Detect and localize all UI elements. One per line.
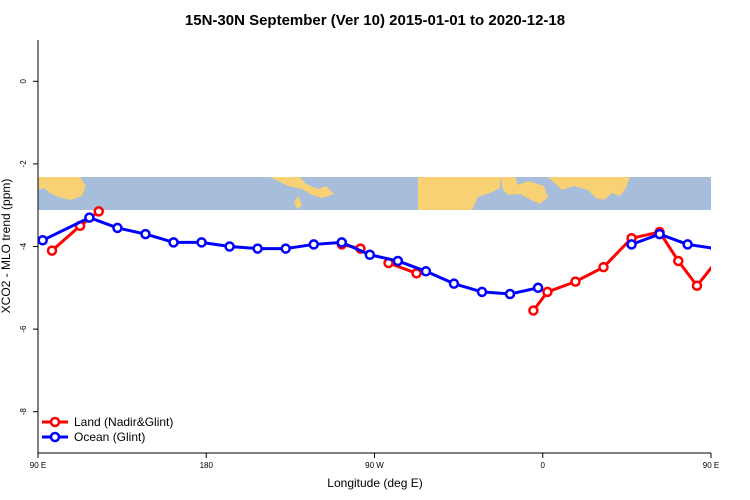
x-tick-label: 180 (200, 461, 214, 470)
legend-label-land: Land (Nadir&Glint) (74, 415, 173, 429)
data-point (476, 286, 488, 298)
series-line (631, 232, 711, 250)
y-tick-label: -8 (19, 408, 28, 416)
legend-marker-ocean (49, 431, 61, 443)
data-point (721, 247, 729, 255)
legend-item-ocean: Ocean (Glint) (42, 430, 145, 444)
chart-title: 15N-30N September (Ver 10) 2015-01-01 to… (185, 12, 565, 29)
data-point (528, 305, 539, 316)
data-point (224, 241, 235, 252)
x-tick-label: 90 E (30, 461, 46, 470)
data-point (168, 237, 179, 248)
data-point (252, 243, 263, 254)
data-point (542, 286, 553, 298)
data-point (112, 222, 123, 234)
y-tick-label: 0 (19, 79, 28, 84)
legend-marker-land (49, 416, 61, 428)
data-point (84, 212, 95, 223)
data-point (730, 236, 738, 244)
data-point (411, 268, 422, 279)
legend: Land (Nadir&Glint) Ocean (Glint) (42, 415, 173, 444)
data-point (626, 239, 637, 250)
data-point (46, 245, 58, 256)
data-point (504, 288, 516, 300)
data-point (420, 266, 432, 277)
data-point (570, 276, 581, 287)
series-layer (38, 206, 738, 316)
data-point (532, 282, 544, 294)
data-point (140, 228, 151, 240)
x-tick-label: 90 E (703, 461, 719, 470)
data-point (364, 249, 376, 261)
x-tick-label: 0 (541, 461, 546, 470)
series-line (532, 230, 711, 312)
data-point (682, 239, 693, 250)
data-point (196, 237, 207, 248)
data-point (392, 255, 404, 267)
data-point (308, 239, 319, 250)
data-point (654, 228, 665, 240)
legend-label-ocean: Ocean (Glint) (74, 430, 145, 444)
x-tick-label: 90 W (365, 461, 384, 470)
y-axis-title: XCO2 - MLO trend (ppm) (0, 179, 13, 314)
series-ocean (38, 212, 738, 300)
x-axis-title: Longitude (deg E) (327, 476, 422, 490)
data-point (691, 280, 703, 291)
data-point (598, 261, 609, 273)
data-point (448, 278, 460, 289)
series-land (46, 206, 729, 316)
y-tick-label: -6 (19, 325, 28, 333)
data-point (93, 206, 105, 217)
y-tick-label: -2 (19, 160, 28, 168)
data-point (38, 235, 48, 246)
legend-item-land: Land (Nadir&Glint) (42, 415, 173, 429)
data-point (336, 237, 348, 248)
world-map-strip (38, 177, 711, 210)
y-tick-label: -4 (19, 242, 28, 250)
data-point (280, 243, 291, 254)
data-point (710, 246, 711, 251)
data-point (673, 255, 684, 267)
